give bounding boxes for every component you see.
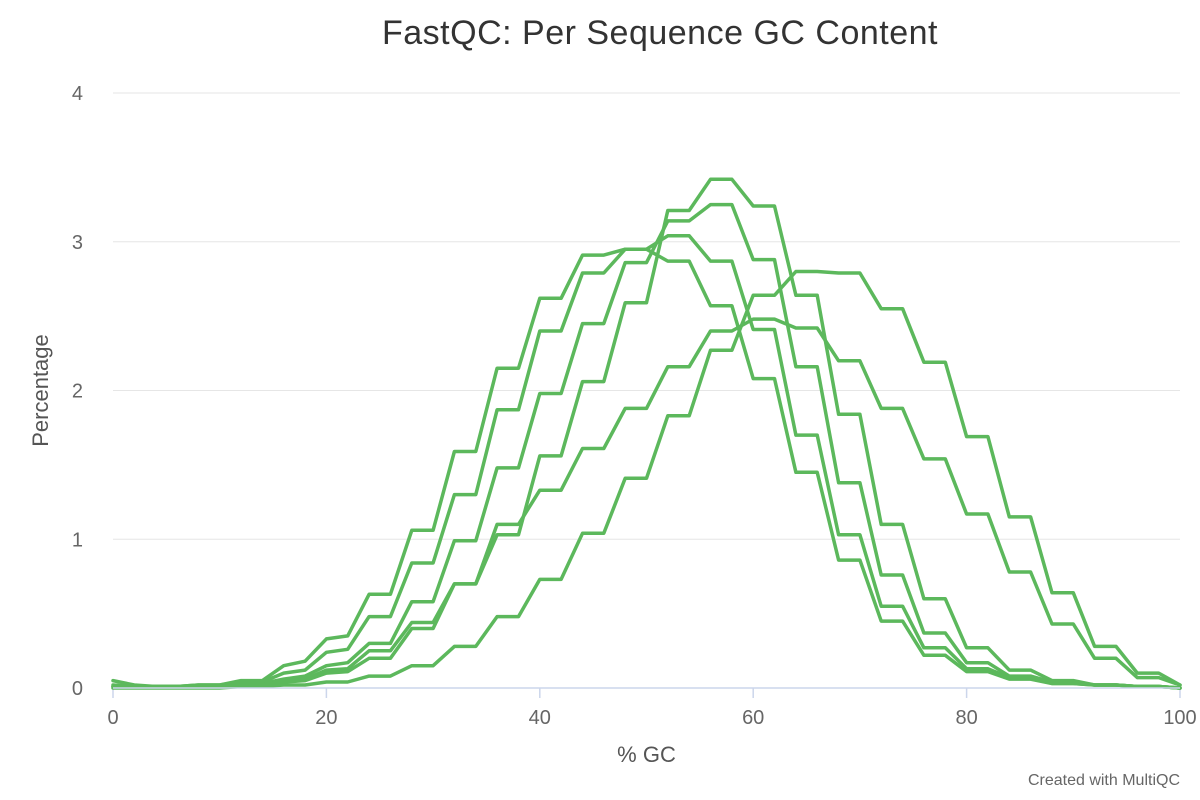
chart-title: FastQC: Per Sequence GC Content	[382, 14, 938, 52]
y-axis-title: Percentage	[28, 334, 53, 447]
x-tick-label: 20	[315, 707, 337, 729]
credit-text: Created with MultiQC	[1027, 772, 1180, 789]
x-axis-ticks: 0 20 40 60 80 100	[107, 688, 1197, 729]
series-line-6[interactable]	[111, 269, 1182, 690]
y-tick-label: 0	[72, 678, 83, 700]
y-tick-label: 1	[72, 529, 83, 551]
y-tick-label: 2	[72, 381, 83, 403]
x-axis-title: % GC	[617, 742, 676, 767]
x-tick-label: 80	[955, 707, 977, 729]
series-line-3[interactable]	[111, 202, 1182, 690]
x-tick-label: 0	[107, 707, 118, 729]
y-tick-label: 4	[72, 83, 83, 105]
series-line-4[interactable]	[111, 177, 1182, 690]
series-lines	[111, 177, 1182, 690]
series-line-2[interactable]	[111, 234, 1182, 690]
y-tick-label: 3	[72, 232, 83, 254]
x-tick-label: 100	[1163, 707, 1196, 729]
series-line-5[interactable]	[111, 317, 1182, 689]
x-tick-label: 40	[529, 707, 551, 729]
series-line-1[interactable]	[111, 247, 1182, 690]
y-axis-ticks: 0 1 2 3 4	[72, 83, 83, 700]
grid-lines	[113, 92, 1180, 540]
x-tick-label: 60	[742, 707, 764, 729]
